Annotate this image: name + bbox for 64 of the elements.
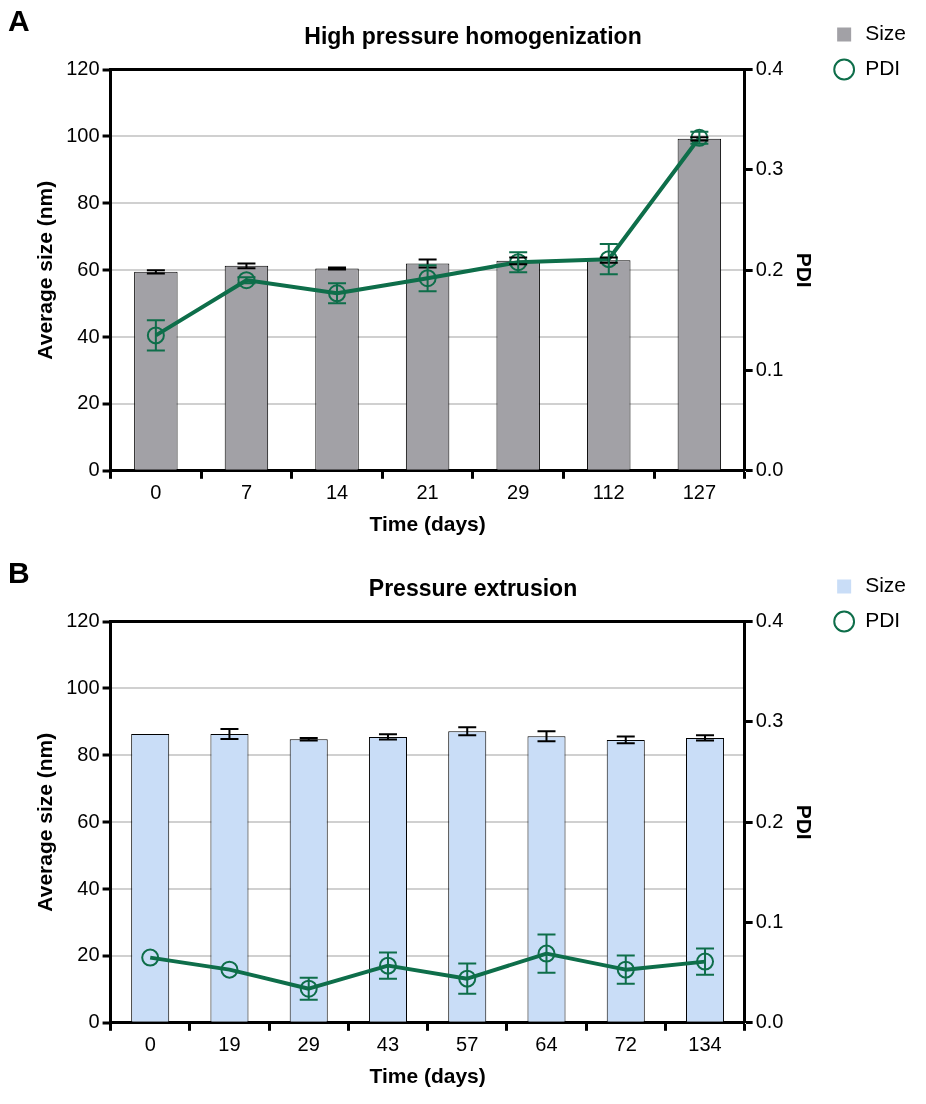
x-tick-label: 57 (456, 1033, 479, 1056)
point (458, 969, 477, 988)
y2-axis-title: PDI (793, 804, 817, 840)
y2-tick-label: 0.0 (755, 1010, 784, 1033)
y2-tick-label: 0.3 (755, 157, 784, 180)
chart-title: High pressure homogenization (304, 23, 642, 50)
y2-tick-label: 0.2 (755, 809, 784, 832)
x-tick-label: 19 (218, 1033, 241, 1056)
y2-tick-label: 0.1 (755, 358, 784, 381)
y-tick-label: 40 (77, 324, 100, 347)
x-tick-label: 0 (144, 1033, 156, 1056)
x-axis-title: Time (days) (369, 1064, 486, 1088)
x-tick-label: 43 (376, 1033, 400, 1056)
point (378, 956, 397, 975)
point (616, 960, 635, 979)
point (537, 944, 556, 963)
x-tick-label: 134 (688, 1033, 722, 1056)
y-tick-label: 0 (88, 458, 100, 481)
y-tick-label: 20 (77, 943, 100, 966)
y2-axis-title: PDI (793, 252, 817, 288)
x-tick-label: 0 (150, 481, 162, 504)
y-tick-label: 80 (77, 190, 100, 213)
y-tick-label: 60 (77, 257, 100, 280)
x-tick-label: 127 (682, 481, 717, 504)
y-tick-label: 80 (77, 742, 100, 765)
chart-title: Pressure extrusion (368, 575, 578, 602)
legend-label: Size (865, 21, 907, 45)
point (141, 948, 160, 967)
y-tick-label: 60 (77, 809, 100, 832)
y-tick-label: 120 (66, 57, 100, 80)
y-axis-title: Average size (nm) (33, 180, 57, 360)
x-tick-label: 7 (240, 481, 253, 504)
y-tick-label: 40 (77, 876, 100, 899)
y-tick-label: 20 (77, 391, 100, 414)
x-axis-title: Time (days) (369, 512, 486, 536)
y2-tick-label: 0.3 (755, 709, 784, 732)
legend-label: PDI (865, 608, 901, 632)
x-tick-label: 112 (592, 481, 625, 504)
point (146, 326, 165, 345)
x-tick-label: 29 (507, 481, 530, 504)
x-tick-label: 29 (297, 1033, 320, 1056)
x-tick-label: 21 (416, 481, 439, 504)
y-tick-label: 0 (88, 1010, 100, 1033)
legend-label: PDI (865, 56, 901, 80)
point (418, 269, 437, 288)
x-tick-label: 64 (535, 1033, 558, 1056)
text: B (8, 556, 30, 590)
y-tick-label: 100 (66, 675, 100, 698)
x-tick-label: 14 (325, 481, 349, 504)
y2-tick-label: 0.4 (755, 57, 784, 80)
y-tick-label: 120 (66, 609, 100, 632)
point (696, 952, 715, 971)
point (599, 250, 618, 269)
point (220, 960, 239, 979)
legend-label: Size (865, 573, 907, 597)
x-tick-label: 72 (614, 1033, 637, 1056)
y2-tick-label: 0.1 (755, 910, 784, 933)
y2-tick-label: 0.0 (755, 458, 784, 481)
y-tick-label: 100 (66, 123, 100, 146)
text: A (8, 4, 30, 38)
y2-tick-label: 0.2 (755, 257, 784, 280)
y-axis-title: Average size (nm) (33, 732, 57, 912)
point (237, 271, 256, 290)
y2-tick-label: 0.4 (755, 609, 784, 632)
